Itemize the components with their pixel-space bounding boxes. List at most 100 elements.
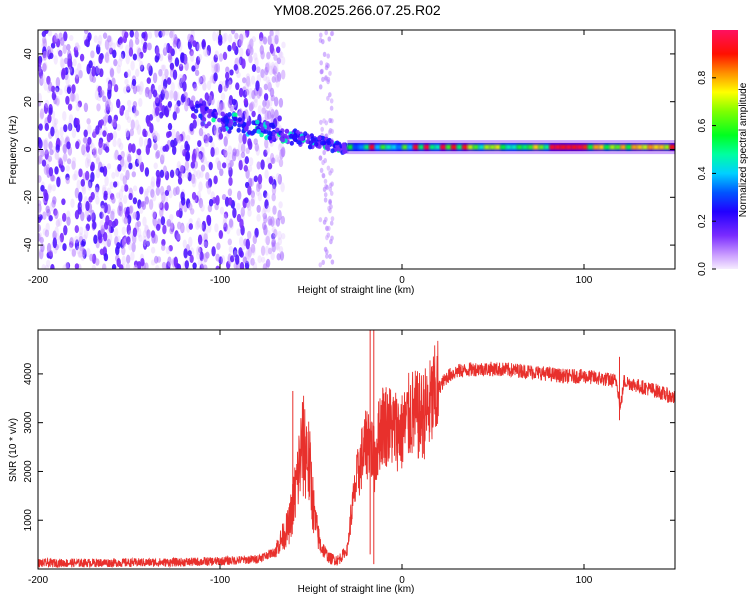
noise-mark (169, 62, 175, 71)
noise-mark (102, 130, 107, 137)
noise-mark (201, 220, 207, 232)
noise-mark (78, 249, 83, 258)
noise-mark (157, 84, 163, 93)
stripe-mark (319, 60, 324, 66)
noise-mark (196, 217, 201, 228)
snr-y-axis-label: SNR (10 * v/v) (8, 418, 19, 482)
noise-mark (61, 68, 66, 80)
noise-mark (232, 207, 237, 219)
tone-segment (636, 144, 643, 150)
noise-mark (267, 162, 273, 170)
noise-mark (122, 238, 127, 248)
snr-axes: -200 -100 0 100 1000 2000 3000 4000 (23, 330, 675, 586)
noise-mark (247, 208, 252, 217)
noise-mark (162, 145, 167, 152)
noise-mark (106, 238, 112, 248)
noise-mark (204, 50, 210, 58)
signal-mark (317, 135, 322, 141)
signal-mark (250, 130, 255, 136)
noise-mark (262, 263, 268, 269)
tone-segment (347, 144, 354, 150)
signal-mark (297, 140, 302, 146)
noise-mark (113, 218, 119, 227)
noise-mark (266, 205, 271, 213)
noise-mark (159, 169, 165, 178)
noise-mark (54, 87, 59, 95)
noise-mark (202, 156, 207, 165)
noise-mark (245, 73, 251, 81)
noise-mark (84, 157, 90, 169)
noise-mark (211, 246, 216, 257)
signal-mark (224, 122, 230, 128)
noise-mark (75, 42, 80, 51)
noise-mark (48, 249, 53, 257)
noise-mark (175, 130, 180, 142)
noise-mark (118, 36, 124, 45)
noise-mark (187, 250, 192, 257)
noise-mark (38, 60, 42, 67)
noise-mark (236, 56, 241, 67)
signal-mark (324, 145, 329, 150)
noise-mark (270, 94, 275, 102)
noise-mark (118, 42, 124, 50)
noise-mark (173, 34, 178, 45)
noise-mark (214, 146, 220, 156)
noise-mark (265, 235, 270, 246)
noise-mark (48, 81, 53, 92)
y-tick-label: 20 (23, 96, 34, 108)
noise-mark (155, 265, 160, 269)
noise-mark (218, 53, 224, 62)
noise-mark (241, 143, 246, 154)
noise-mark (277, 173, 282, 185)
tone-segment (505, 144, 512, 150)
stripe-mark (325, 249, 329, 255)
noise-mark (159, 202, 164, 211)
noise-mark (275, 30, 280, 39)
noise-mark (38, 175, 42, 183)
noise-mark (43, 82, 48, 91)
noise-mark (160, 152, 166, 161)
noise-mark (271, 157, 276, 165)
noise-mark (216, 160, 222, 171)
noise-mark (242, 77, 247, 84)
noise-mark (67, 58, 72, 68)
noise-mark (38, 92, 42, 104)
noise-mark (54, 166, 59, 175)
noise-mark (150, 188, 155, 199)
noise-mark (223, 147, 228, 157)
spectrogram-y-axis-label: Frequency (Hz) (8, 116, 19, 185)
noise-mark (271, 193, 276, 202)
noise-mark (277, 230, 282, 241)
tone-segment (467, 144, 474, 150)
noise-mark (127, 105, 132, 113)
noise-mark (131, 143, 136, 154)
noise-mark (124, 128, 130, 138)
noise-mark (141, 32, 146, 39)
noise-mark (188, 236, 193, 248)
noise-mark (185, 143, 190, 152)
noise-mark (230, 30, 236, 35)
noise-mark (144, 167, 150, 177)
noise-mark (210, 147, 215, 158)
noise-mark (275, 154, 280, 163)
noise-mark (116, 257, 121, 268)
noise-mark (52, 196, 57, 205)
noise-mark (253, 175, 258, 183)
noise-mark (267, 247, 273, 255)
noise-mark (222, 51, 228, 61)
tone-segment (434, 144, 441, 150)
noise-mark (239, 250, 244, 258)
noise-mark (79, 226, 84, 236)
noise-mark (125, 263, 131, 269)
noise-mark (102, 95, 107, 103)
noise-mark (77, 100, 83, 108)
signal-mark (217, 117, 222, 123)
noise-mark (81, 144, 86, 156)
noise-mark (51, 184, 56, 192)
noise-mark (234, 32, 239, 40)
noise-mark (227, 238, 232, 246)
snr-line (38, 330, 675, 569)
noise-mark (225, 151, 230, 161)
noise-mark (151, 193, 157, 202)
noise-mark (85, 223, 91, 232)
